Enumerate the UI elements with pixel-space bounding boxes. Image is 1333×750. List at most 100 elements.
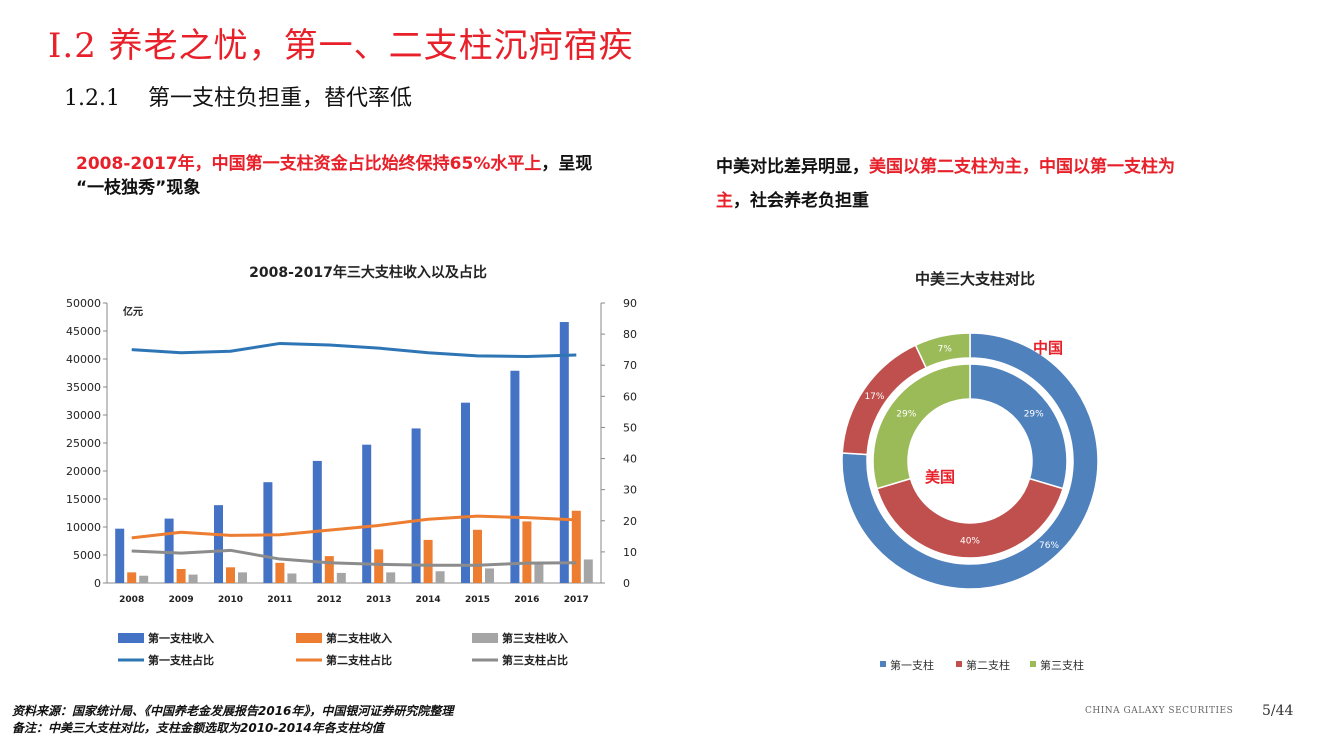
y-tick-label-left: 0 — [94, 577, 101, 590]
bar-第二支柱收入 — [522, 521, 532, 583]
legend-label: 第一支柱收入 — [148, 631, 214, 645]
bar-第三支柱收入 — [336, 572, 346, 583]
bar-第二支柱收入 — [324, 556, 334, 583]
right-note-highlight-1: 美国以第二支柱为主，中国以第一支柱为 — [869, 157, 1175, 177]
bar-第二支柱收入 — [176, 569, 186, 583]
y-tick-label-left: 25000 — [66, 437, 101, 450]
brand-label: CHINA GALAXY SECURITIES — [1085, 706, 1234, 716]
legend-label: 第一支柱占比 — [148, 653, 214, 667]
left-note-text-2: “一枝独秀”现象 — [76, 178, 201, 198]
y-tick-label-left: 50000 — [66, 297, 101, 310]
legend-label: 第二支柱占比 — [326, 653, 392, 667]
y-tick-label-right: 60 — [623, 390, 637, 403]
legend-swatch — [118, 633, 144, 643]
bar-第二支柱收入 — [127, 572, 137, 583]
x-tick-label: 2009 — [169, 595, 194, 605]
legend-label: 第一支柱 — [890, 658, 934, 672]
x-tick-label: 2012 — [317, 595, 342, 605]
bar-第三支柱收入 — [485, 568, 494, 583]
footer-notes: 资料来源：国家统计局、《中国养老金发展报告2016年》，中国银河证券研究院整理 … — [12, 703, 453, 737]
right-note-text-2: ，社会养老负担重 — [733, 191, 869, 211]
bar-第一支柱收入 — [164, 518, 174, 583]
bar-第二支柱收入 — [473, 529, 482, 583]
page-title: I.2 养老之忧，第一、二支柱沉疴宿疾 — [48, 26, 634, 66]
line-第二支柱占比 — [131, 514, 577, 540]
bar-第一支柱收入 — [461, 402, 470, 583]
y-axis-unit-label: 亿元 — [123, 305, 143, 318]
legend-label: 第二支柱 — [966, 658, 1010, 672]
donut-slice-美国 — [876, 477, 1064, 559]
legend-swatch — [296, 633, 322, 643]
bar-第一支柱收入 — [411, 428, 421, 583]
section-subtitle: 1.2.1 第一支柱负担重，替代率低 — [64, 80, 412, 112]
donut-data-label: 76% — [1039, 541, 1059, 551]
x-tick-label: 2010 — [218, 595, 243, 605]
bar-第二支柱收入 — [275, 562, 285, 583]
ring-label-china: 中国 — [1033, 339, 1063, 357]
bar-chart-title: 2008-2017年三大支柱收入以及占比 — [249, 265, 487, 281]
pillar-income-chart: 0 5000 10000 15000 20000 25000 30000 35000 40000… — [66, 297, 637, 667]
x-tick-label: 2013 — [366, 595, 391, 605]
y-tick-label-left: 45000 — [66, 325, 101, 338]
bar-第一支柱收入 — [214, 505, 223, 583]
legend-label: 第三支柱 — [1040, 658, 1084, 672]
bar-第二支柱收入 — [226, 567, 235, 583]
right-note: 中美对比差异明显，美国以第二支柱为主，中国以第一支柱为 主，社会养老负担重 — [716, 150, 1276, 218]
right-note-highlight-2: 主 — [716, 191, 733, 211]
legend-swatch — [880, 661, 886, 667]
x-tick-label: 2011 — [267, 595, 292, 605]
legend-swatch — [1030, 661, 1036, 667]
bar-第三支柱收入 — [188, 574, 198, 583]
source-note: 资料来源：国家统计局、《中国养老金发展报告2016年》，中国银河证券研究院整理 — [12, 704, 454, 718]
y-tick-label-left: 15000 — [66, 493, 101, 506]
bar-第三支柱收入 — [238, 572, 247, 583]
y-tick-label-right: 90 — [623, 297, 637, 310]
y-tick-label-right: 50 — [623, 421, 637, 434]
bar-第一支柱收入 — [362, 444, 372, 583]
y-tick-label-left: 40000 — [66, 353, 101, 366]
ring-label-us: 美国 — [925, 468, 955, 486]
donut-data-label: 7% — [938, 344, 953, 354]
line-第一支柱占比 — [131, 341, 577, 359]
x-tick-label: 2008 — [119, 595, 144, 605]
x-tick-label: 2016 — [514, 595, 539, 605]
y-tick-label-right: 80 — [623, 328, 637, 341]
y-tick-label-left: 20000 — [66, 465, 101, 478]
bar-第二支柱收入 — [423, 539, 433, 583]
donut-data-label: 29% — [1024, 409, 1044, 419]
bar-第一支柱收入 — [312, 460, 322, 583]
y-tick-label-right: 30 — [623, 484, 637, 497]
left-note: 2008-2017年，中国第一支柱资金占比始终保持65%水平上，呈现 “一枝独秀… — [76, 152, 636, 200]
y-tick-label-right: 0 — [623, 577, 630, 590]
subtitle-number: 1.2.1 — [64, 86, 120, 111]
y-tick-label-right: 20 — [623, 515, 637, 528]
y-tick-label-left: 10000 — [66, 521, 101, 534]
bar-第三支柱收入 — [139, 575, 149, 583]
legend-swatch — [956, 661, 962, 667]
y-tick-label-left: 5000 — [73, 549, 101, 562]
donut-slice-中国 — [914, 332, 971, 369]
donut-chart-title: 中美三大支柱对比 — [914, 270, 1035, 288]
bar-第三支柱收入 — [534, 562, 544, 583]
bar-第一支柱收入 — [115, 528, 125, 583]
left-note-text-1: ，呈现 — [541, 154, 593, 174]
subtitle-text: 第一支柱负担重，替代率低 — [147, 86, 412, 111]
bar-第一支柱收入 — [510, 370, 520, 583]
donut-data-label: 29% — [896, 409, 916, 419]
bar-第三支柱收入 — [583, 559, 593, 583]
left-note-highlight: 2008-2017年，中国第一支柱资金占比始终保持65%水平上 — [76, 154, 542, 174]
legend-label: 第三支柱占比 — [502, 653, 568, 667]
y-tick-label-right: 70 — [623, 359, 637, 372]
legend-label: 第三支柱收入 — [502, 631, 568, 645]
bar-第三支柱收入 — [287, 573, 297, 583]
legend-label: 第二支柱收入 — [326, 631, 392, 645]
page-number: 5/44 — [1262, 703, 1294, 719]
bar-第二支柱收入 — [374, 549, 384, 583]
remark-note: 备注：中美三大支柱对比，支柱金额选取为2010-2014年各支柱均值 — [12, 721, 384, 735]
donut-data-label: 17% — [864, 392, 884, 402]
right-note-text-1: 中美对比差异明显， — [716, 157, 869, 177]
x-tick-label: 2015 — [465, 595, 490, 605]
bar-第二支柱收入 — [571, 510, 581, 583]
x-tick-label: 2017 — [564, 595, 589, 605]
